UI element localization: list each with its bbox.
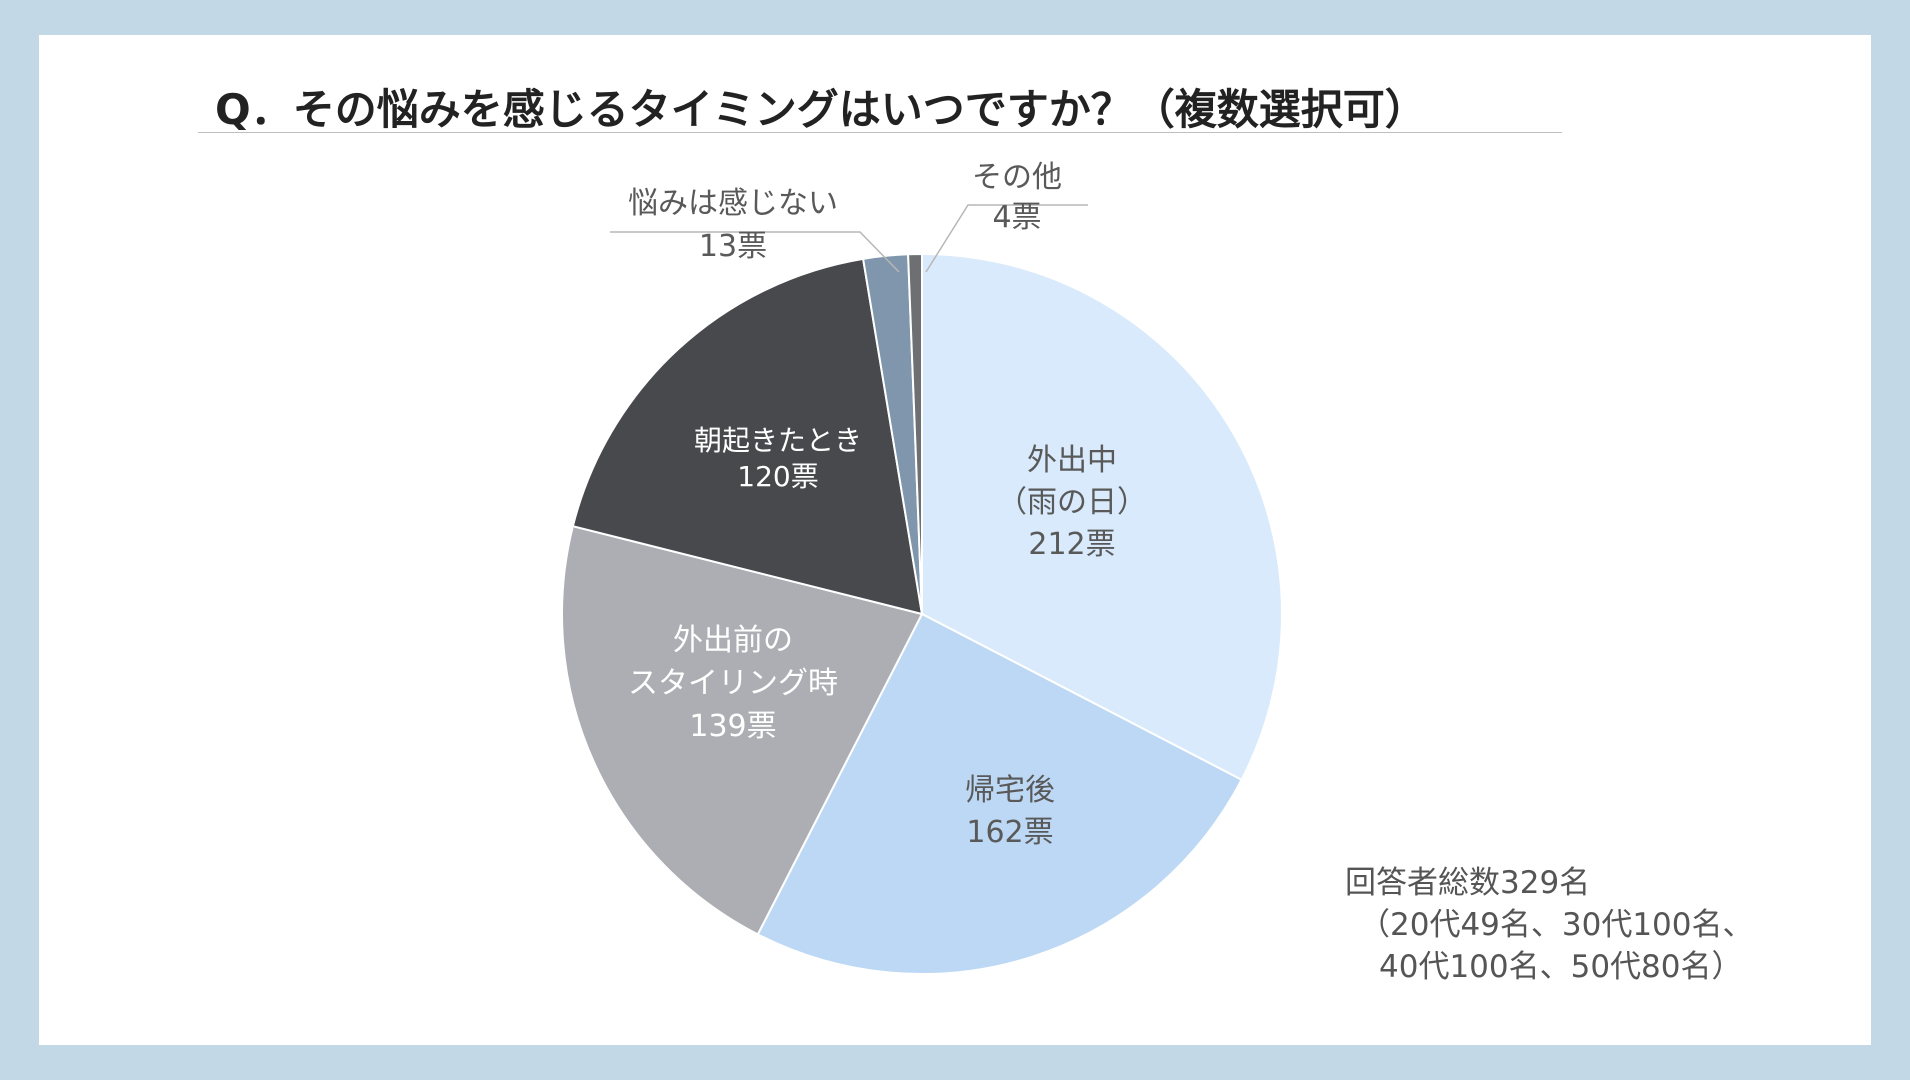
slice-label-after-home: 帰宅後 162票 — [965, 773, 1055, 850]
pie-slice-other — [907, 252, 923, 615]
slice-label-wake-up: 朝起きたとき 120票 — [694, 424, 862, 493]
slice-label-line: （雨の日） — [997, 485, 1147, 520]
slice-value-after-home: 162票 — [966, 815, 1053, 850]
pie-slice-before-styling — [561, 524, 924, 936]
slice-label-before-styling: 外出前のスタイリング時 139票 — [628, 623, 838, 744]
slice-label-line: 外出前の — [673, 623, 793, 658]
pie-slice-wake-up — [571, 257, 924, 616]
slice-label-line: 外出中 — [1027, 443, 1117, 478]
slice-value-no-worries: 13票 — [699, 229, 767, 264]
slice-label-line: 帰宅後 — [965, 773, 1055, 808]
slice-label-no-worries: 悩みは感じない 13票 — [628, 186, 838, 264]
note-line-ages-1: （20代49名、30代100名、 — [1359, 907, 1754, 943]
slice-label-line: その他 — [972, 160, 1062, 195]
slice-value-other: 4票 — [992, 200, 1041, 235]
leader-line-no-worries — [610, 231, 900, 273]
slice-label-other: その他 4票 — [972, 160, 1062, 235]
pie-slice-after-home — [756, 612, 1243, 975]
slice-label-line: 朝起きたとき — [694, 424, 862, 457]
slice-value-wake-up: 120票 — [737, 460, 818, 493]
pie-slice-outing-rainy — [921, 252, 1284, 782]
slice-value-before-styling: 139票 — [689, 709, 776, 744]
leader-line-other — [925, 204, 1088, 273]
slice-label-outing-rainy: 外出中 （雨の日） 212票 — [997, 443, 1147, 562]
note-line-ages-2: 40代100名、50代80名） — [1379, 949, 1743, 985]
slice-value-outing-rainy: 212票 — [1028, 527, 1115, 562]
chart-title: Q．その悩みを感じるタイミングはいつですか？（複数選択可） — [215, 85, 1427, 134]
slice-label-line: 悩みは感じない — [628, 186, 838, 221]
respondent-note: 回答者総数329名 （20代49名、30代100名、 40代100名、50代80… — [1345, 862, 1754, 988]
slice-label-line: スタイリング時 — [628, 666, 838, 701]
title-underline — [198, 132, 1562, 133]
note-line-total: 回答者総数329名 — [1345, 865, 1591, 901]
